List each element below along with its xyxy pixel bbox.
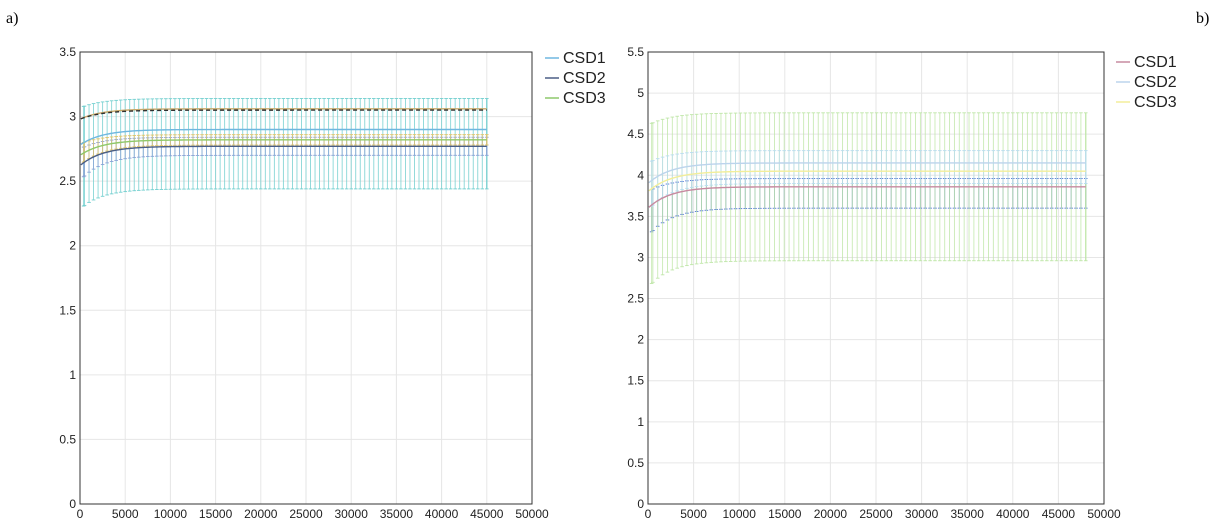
legend-label: CSD1 [1134, 54, 1177, 71]
x-tick-label: 0 [77, 507, 84, 519]
panel-label-b: b) [1196, 10, 1210, 27]
x-tick-label: 45000 [1042, 507, 1076, 519]
x-tick-label: 25000 [859, 507, 893, 519]
y-tick-label: 0.5 [59, 432, 76, 446]
chart-b: 0 5000 10000 15000 20000 25000 30000 35000 40000… [627, 45, 1176, 519]
y-tick-label: 1 [69, 368, 76, 382]
x-tick-label: 35000 [380, 507, 414, 519]
legend-label: CSD2 [563, 70, 606, 87]
y-tick-label: 3.5 [627, 209, 644, 223]
y-tick-label: 3 [637, 250, 644, 264]
x-tick-label: 0 [645, 507, 652, 519]
x-tick-label: 30000 [335, 507, 369, 519]
series-line-csd1 [648, 186, 1086, 208]
series-line-csd2 [648, 162, 1086, 184]
series-line-csd1 [80, 128, 487, 145]
x-tick-label: 10000 [154, 507, 188, 519]
y-tick-label: 1 [637, 415, 644, 429]
panel-label-a: a) [6, 10, 19, 27]
x-tick-label: 50000 [515, 507, 549, 519]
legend-label: CSD3 [1134, 94, 1177, 111]
series-line-csd3 [648, 170, 1086, 192]
x-tick-label: 10000 [723, 507, 757, 519]
y-tick-label: 1.5 [59, 303, 76, 317]
x-tick-label: 5000 [112, 507, 139, 519]
y-tick-label: 3 [69, 110, 76, 124]
x-tick-label: 5000 [680, 507, 707, 519]
series-line-csd2 [80, 145, 487, 166]
x-tick-label: 35000 [951, 507, 985, 519]
legend: CSD1 CSD2 CSD3 [1116, 54, 1177, 111]
legend-label: CSD3 [563, 90, 606, 107]
x-tick-label: 40000 [996, 507, 1030, 519]
y-tick-label: 4 [637, 168, 644, 182]
x-tick-label: 50000 [1087, 507, 1121, 519]
y-tick-label: 3.5 [59, 45, 76, 59]
x-tick-label: 15000 [768, 507, 802, 519]
legend-label: CSD2 [1134, 74, 1177, 91]
y-tick-label: 0 [637, 497, 644, 511]
y-tick-label: 2.5 [627, 292, 644, 306]
y-tick-label: 4.5 [627, 127, 644, 141]
x-tick-label: 25000 [289, 507, 323, 519]
plot-frame [647, 51, 1105, 505]
y-tick-label: 5.5 [627, 45, 644, 59]
y-tick-label: 2.5 [59, 174, 76, 188]
series-line-4 [80, 109, 487, 120]
y-tick-label: 2 [69, 239, 76, 253]
series-line-3 [80, 108, 487, 120]
chart-a: 0 5000 10000 15000 20000 25000 30000 35000 40000… [59, 45, 605, 519]
x-tick-label: 15000 [199, 507, 233, 519]
y-tick-label: 2 [637, 333, 644, 347]
y-tick-label: 5 [637, 86, 644, 100]
y-tick-label: 0 [69, 497, 76, 511]
legend: CSD1 CSD2 CSD3 [545, 50, 606, 107]
x-tick-label: 45000 [470, 507, 504, 519]
legend-label: CSD1 [563, 50, 606, 67]
x-tick-label: 20000 [244, 507, 278, 519]
x-tick-label: 40000 [425, 507, 459, 519]
x-tick-label: 20000 [814, 507, 848, 519]
series-line-csd3 [80, 139, 487, 156]
x-tick-label: 30000 [905, 507, 939, 519]
y-tick-label: 1.5 [627, 374, 644, 388]
y-tick-label: 0.5 [627, 456, 644, 470]
plot-frame [79, 51, 533, 505]
